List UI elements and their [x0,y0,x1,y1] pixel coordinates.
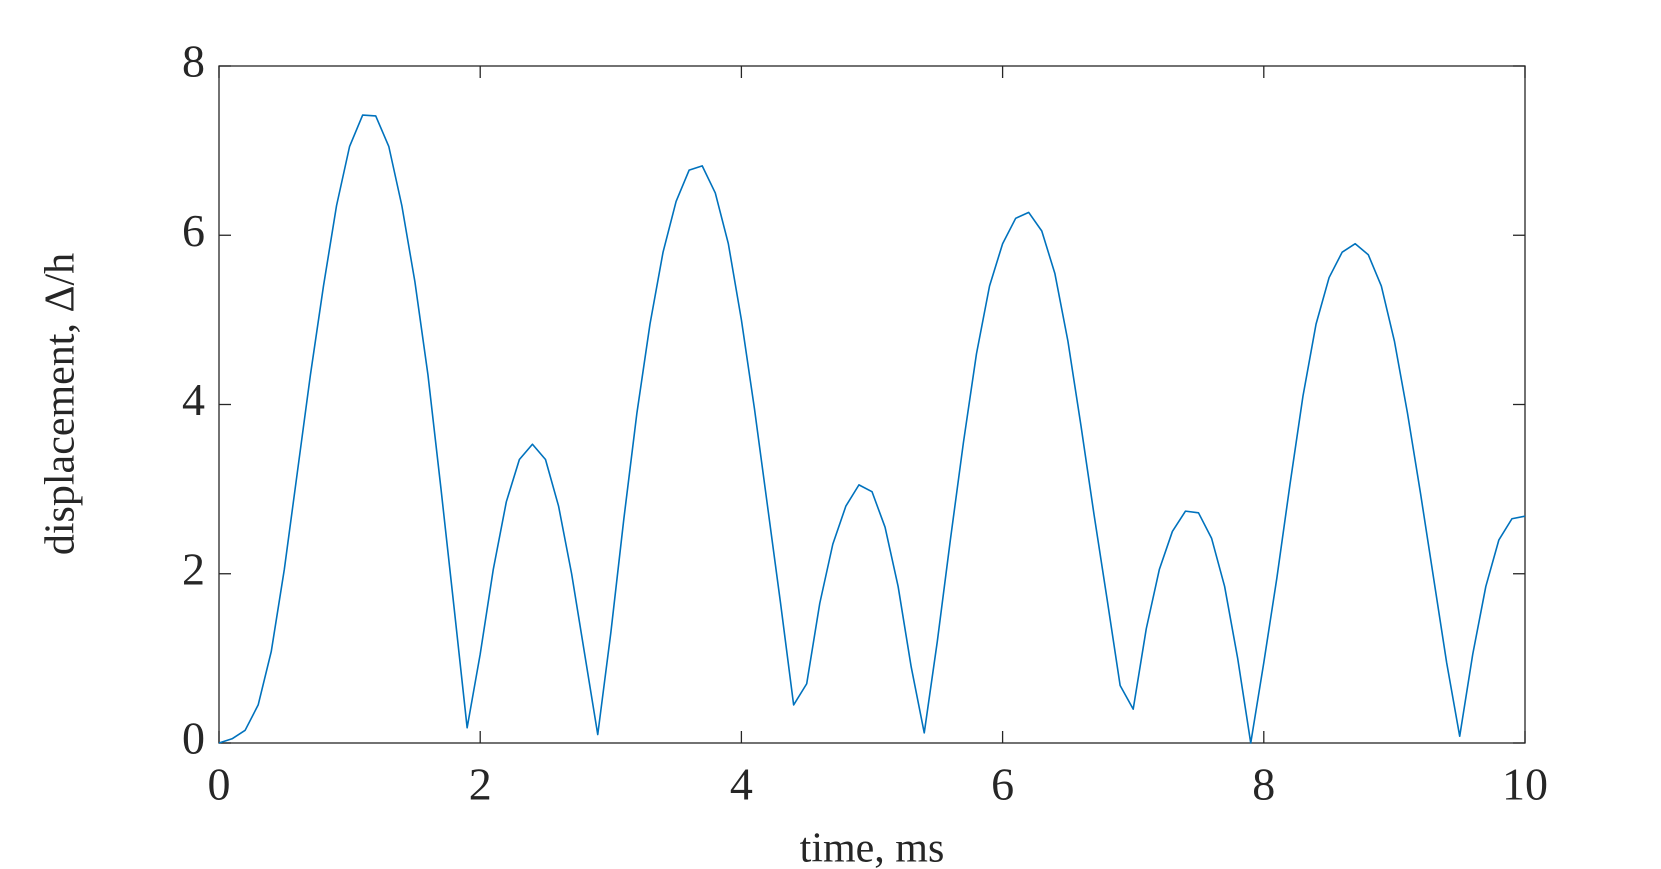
x-tick-label: 10 [1502,759,1548,810]
y-axis-label: displacement, Δ/h [38,253,84,555]
y-tick-label: 6 [182,205,205,256]
y-tick-label: 0 [182,713,205,764]
y-tick-label: 4 [182,374,205,425]
x-tick-label: 8 [1252,759,1275,810]
y-tick-label: 2 [182,543,205,594]
x-tick-label: 2 [469,759,492,810]
x-tick-label: 6 [991,759,1014,810]
x-tick-label: 4 [730,759,753,810]
plot-frame [218,65,1526,744]
y-tick-label: 8 [182,36,205,87]
x-tick-label: 0 [208,759,231,810]
x-axis-label: time, ms [800,826,945,869]
data-line [218,114,1526,744]
